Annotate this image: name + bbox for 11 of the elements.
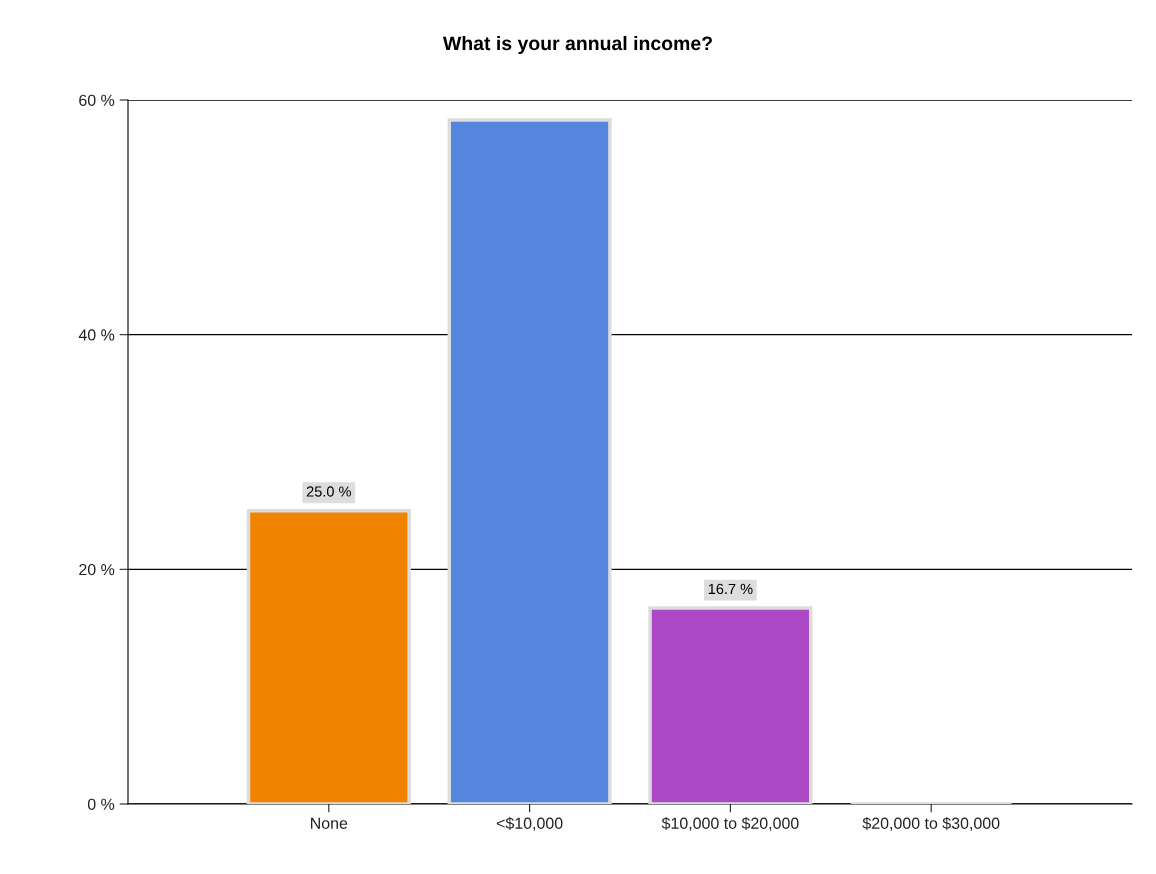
x-tick-label: $20,000 to $30,000 bbox=[862, 816, 1000, 831]
y-tick-label: 60 % bbox=[79, 94, 115, 106]
y-tick-label: 40 % bbox=[78, 329, 115, 341]
x-tick-label: None bbox=[311, 817, 348, 829]
data-label: 25.0 % bbox=[306, 486, 351, 497]
y-tick-label: 20 % bbox=[79, 563, 115, 576]
x-tick-label: $10,000 to $20,000 bbox=[661, 816, 799, 831]
y-tick-label: 0 % bbox=[87, 798, 115, 810]
data-label: 16.7 % bbox=[708, 583, 753, 595]
chart-title: What is your annual income? bbox=[442, 35, 712, 55]
x-tick-label: <$10,000 bbox=[496, 816, 563, 831]
